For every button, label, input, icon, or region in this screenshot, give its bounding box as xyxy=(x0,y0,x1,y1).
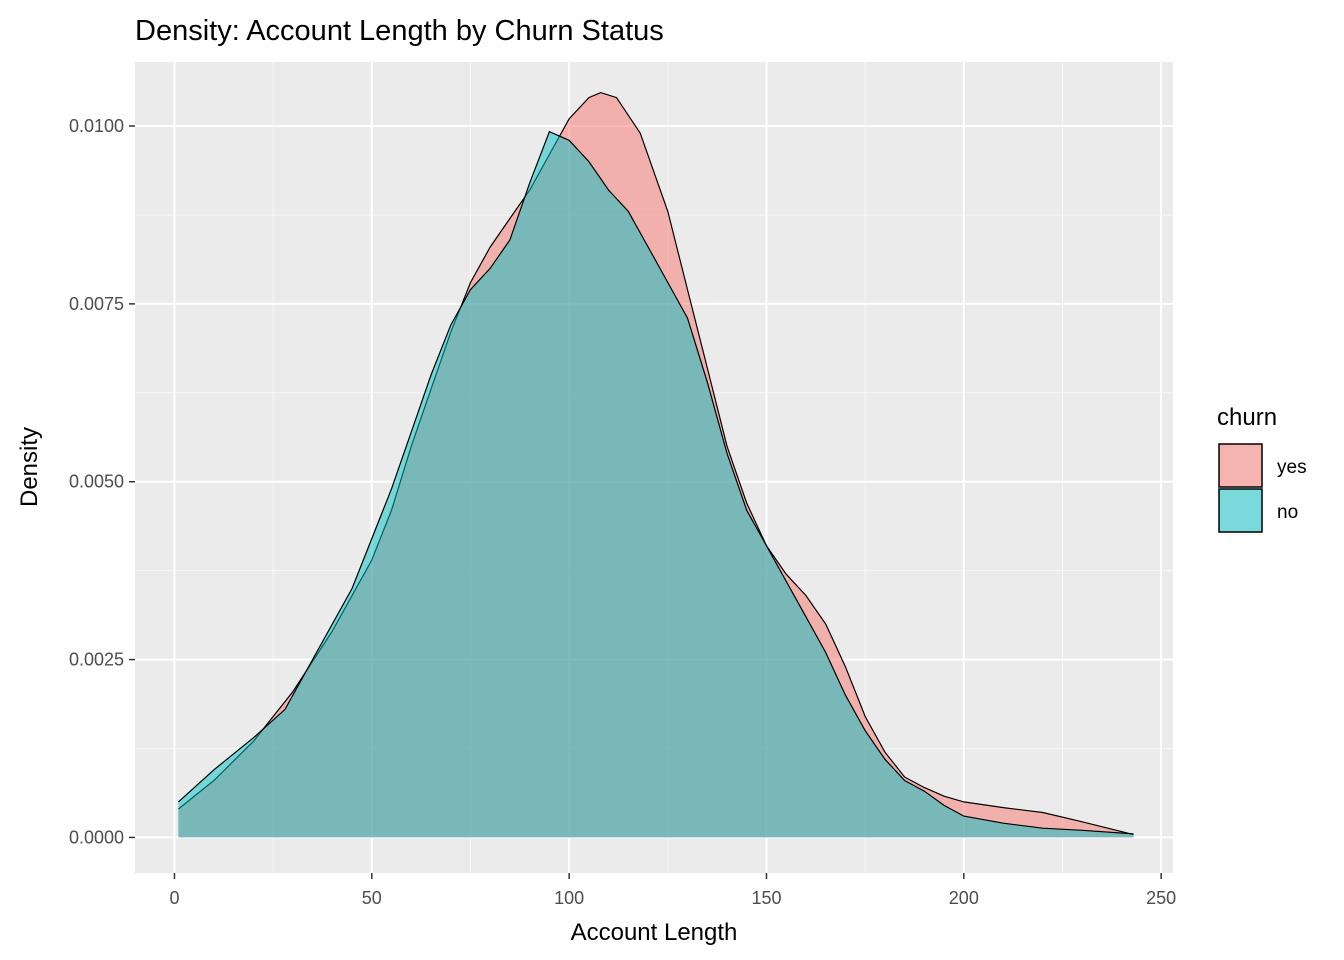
legend-key-yes xyxy=(1218,443,1263,488)
x-tick-label: 100 xyxy=(554,888,584,908)
x-tick-label: 0 xyxy=(169,888,179,908)
legend-key-no xyxy=(1218,488,1263,533)
legend-label-no: no xyxy=(1277,502,1298,523)
chart-title: Density: Account Length by Churn Status xyxy=(135,15,664,47)
x-axis: 0 50 100 150 200 250 xyxy=(169,873,1176,908)
legend: churn yes no xyxy=(1217,404,1307,533)
x-tick-label: 50 xyxy=(362,888,382,908)
y-tick-label: 0.0025 xyxy=(69,650,124,670)
legend-title: churn xyxy=(1217,404,1277,431)
y-axis-title: Density xyxy=(16,427,43,507)
y-tick-label: 0.0075 xyxy=(69,294,124,314)
x-tick-label: 150 xyxy=(751,888,781,908)
density-series xyxy=(177,91,1134,838)
y-axis: 0.0000 0.0025 0.0050 0.0075 0.0100 xyxy=(69,116,135,847)
x-tick-label: 250 xyxy=(1146,888,1176,908)
y-tick-label: 0.0000 xyxy=(69,827,124,847)
density-area-no xyxy=(178,131,1134,838)
legend-label-yes: yes xyxy=(1277,457,1307,478)
x-axis-title: Account Length xyxy=(571,919,738,946)
density-outline-no xyxy=(177,130,1134,835)
x-tick-label: 200 xyxy=(949,888,979,908)
y-tick-label: 0.0050 xyxy=(69,472,124,492)
y-tick-label: 0.0100 xyxy=(69,116,124,136)
